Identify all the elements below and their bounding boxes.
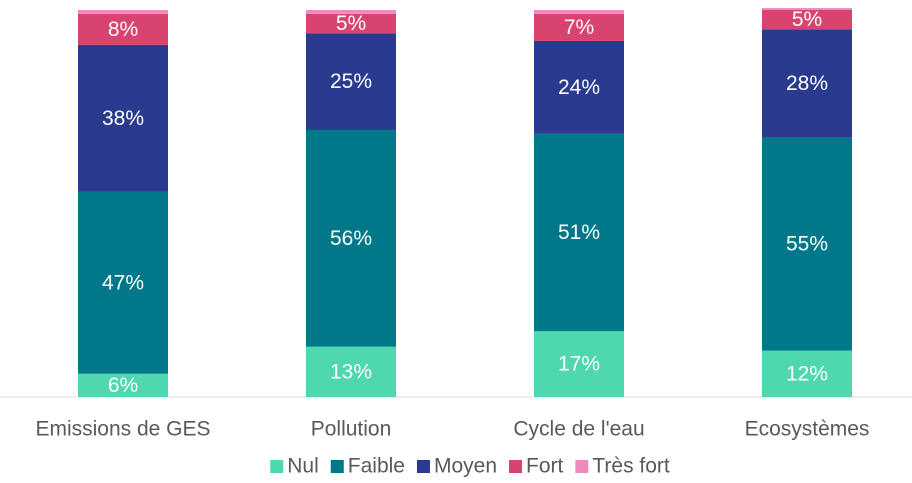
data-label: 12% (786, 362, 828, 385)
bar-segment (78, 10, 168, 14)
bar-segment (78, 191, 168, 374)
bar-segment (762, 29, 852, 138)
legend-label: Faible (348, 455, 405, 478)
bar-segment (534, 13, 624, 41)
data-label: 13% (330, 360, 372, 383)
bar-segment (762, 137, 852, 351)
legend-swatch (416, 460, 430, 473)
data-label: 56% (330, 227, 372, 250)
data-label: 8% (108, 18, 138, 41)
data-label: 24% (558, 76, 600, 99)
bar-segment (534, 10, 624, 14)
bar-segment (306, 33, 396, 130)
x-tick-label: Pollution (311, 418, 392, 441)
data-label: 38% (102, 107, 144, 130)
legend-label: Nul (287, 455, 319, 478)
legend-swatch (330, 460, 344, 473)
bar-segment (534, 331, 624, 397)
legend-label: Moyen (434, 455, 497, 478)
bar-segment (306, 129, 396, 347)
bar-segment (762, 350, 852, 397)
x-tick-label: Emissions de GES (35, 418, 210, 441)
data-label: 47% (102, 271, 144, 294)
x-tick-label: Cycle de l'eau (513, 418, 644, 441)
bar-segment (78, 13, 168, 45)
data-label: 51% (558, 221, 600, 244)
bar-segment (306, 10, 396, 14)
bar-segment (762, 10, 852, 30)
x-tick-label: Ecosystèmes (745, 418, 870, 441)
data-label: 17% (558, 353, 600, 376)
data-label: 55% (786, 233, 828, 256)
bar-segment (534, 133, 624, 332)
data-label: 5% (336, 12, 366, 35)
bar-segment (306, 13, 396, 34)
bar-segment (306, 346, 396, 397)
legend-swatch (509, 460, 522, 473)
data-label: 6% (108, 374, 138, 397)
legend-label: Fort (526, 455, 564, 478)
legend-swatch (270, 460, 284, 473)
bar-segment (534, 40, 624, 134)
legend-label: Très fort (592, 455, 670, 478)
legend-swatch (575, 460, 589, 473)
bar-segment (78, 373, 168, 397)
data-label: 28% (786, 72, 828, 95)
data-label: 5% (792, 8, 822, 31)
data-label: 7% (564, 16, 594, 39)
bar-segment (762, 8, 852, 10)
data-label: 25% (330, 70, 372, 93)
bar-segment (78, 44, 168, 192)
